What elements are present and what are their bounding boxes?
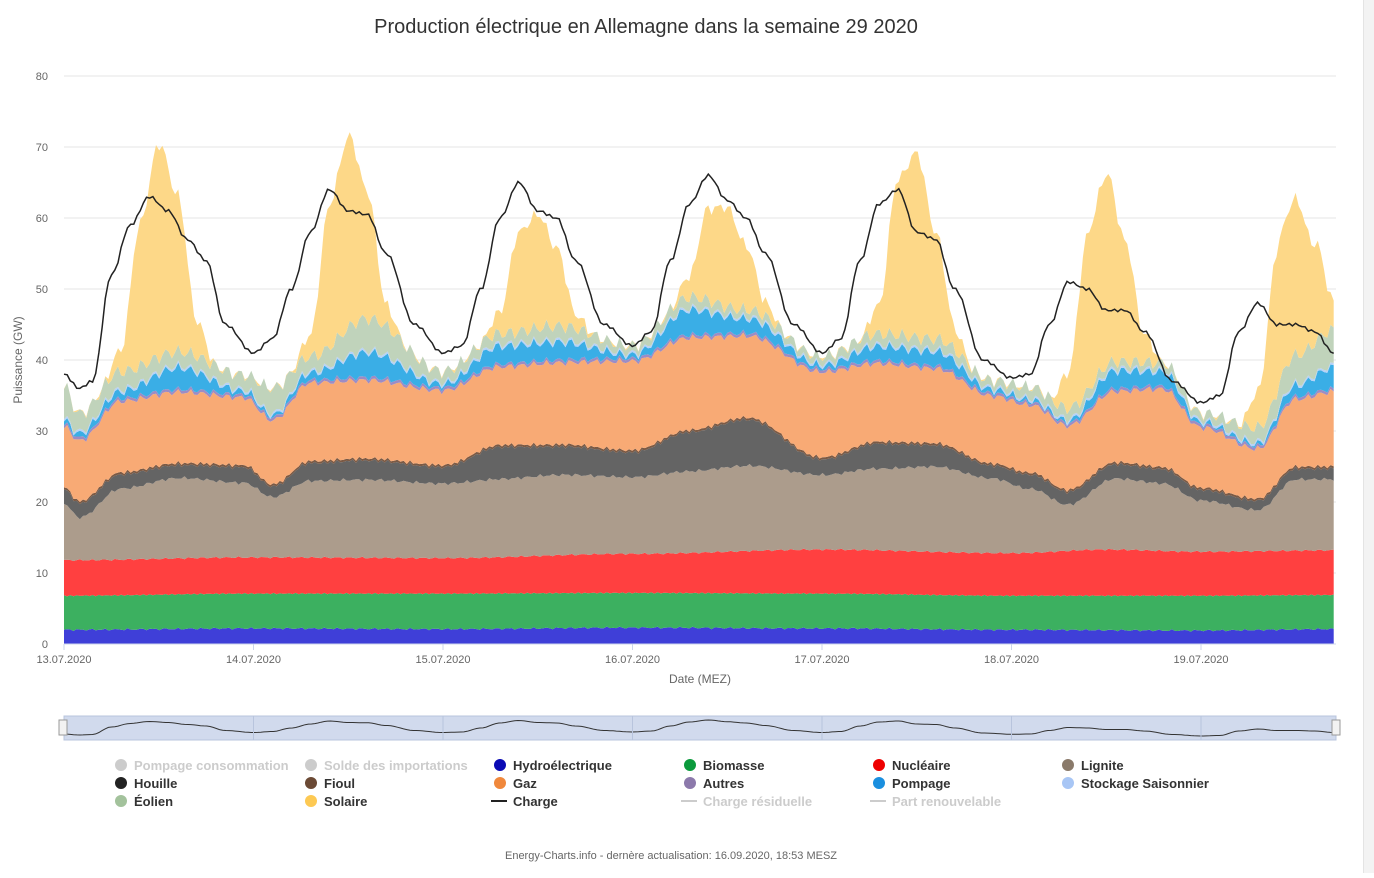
legend-dot-symbol	[494, 759, 506, 771]
area-stockage-saisonnier[interactable]	[64, 303, 1334, 447]
y-tick-label: 10	[36, 568, 48, 580]
area-nucleaire[interactable]	[64, 548, 1334, 597]
legend-dot-symbol	[305, 777, 317, 789]
legend-label: Pompage consommation	[134, 758, 289, 773]
legend-label: Solaire	[324, 794, 367, 809]
y-tick-label: 60	[36, 213, 48, 225]
legend-label: Part renouvelable	[892, 794, 1001, 809]
y-axis-title: Puissance (GW)	[11, 316, 25, 403]
legend-item[interactable]: Pompage	[873, 776, 951, 791]
legend-label: Fioul	[324, 776, 355, 791]
y-tick-label: 0	[42, 639, 48, 651]
legend-label: Hydroélectrique	[513, 758, 612, 773]
x-axis-title: Date (MEZ)	[669, 672, 731, 686]
x-tick-label: 16.07.2020	[605, 654, 660, 666]
legend-item[interactable]: Solaire	[305, 794, 367, 809]
x-tick-label: 19.07.2020	[1173, 654, 1228, 666]
legend-item[interactable]: Éolien	[115, 794, 173, 809]
area-gaz[interactable]	[64, 332, 1334, 503]
area-hydroelectrique[interactable]	[64, 626, 1334, 644]
legend-dot-symbol	[684, 759, 696, 771]
legend-dot-symbol	[873, 759, 885, 771]
axes: 0 10 20 30 40 50 60 70 80 13.07.2020 14.07.2020 15.…	[36, 71, 1336, 666]
legend-label: Solde des importations	[324, 758, 468, 773]
area-houille[interactable]	[64, 418, 1334, 520]
legend-label: Gaz	[513, 776, 537, 791]
x-tick-label: 17.07.2020	[794, 654, 849, 666]
legend: Pompage consommation Solde des importatio…	[115, 758, 1209, 809]
navigator-left-handle[interactable]	[58, 719, 68, 736]
legend-item[interactable]: Pompage consommation	[115, 758, 289, 773]
legend-item[interactable]: Hydroélectrique	[494, 758, 612, 773]
area-pompage[interactable]	[64, 305, 1334, 449]
legend-label: Pompage	[892, 776, 951, 791]
legend-item[interactable]: Part renouvelable	[870, 794, 1001, 809]
legend-item[interactable]: Nucléaire	[873, 758, 951, 773]
area-lignite[interactable]	[64, 464, 1334, 561]
legend-dot-symbol	[115, 777, 127, 789]
area-biomasse[interactable]	[64, 592, 1334, 632]
legend-item[interactable]: Charge résiduelle	[681, 794, 812, 809]
area-eolien[interactable]	[64, 291, 1334, 444]
y-tick-label: 20	[36, 497, 48, 509]
legend-item[interactable]: Autres	[684, 776, 744, 791]
legend-dot-symbol	[1062, 777, 1074, 789]
legend-label: Stockage Saisonnier	[1081, 776, 1209, 791]
navigator-mask[interactable]	[63, 715, 1337, 741]
page-scrollbar[interactable]	[1363, 0, 1374, 873]
y-tick-label: 70	[36, 142, 48, 154]
y-tick-label: 30	[36, 426, 48, 438]
legend-item[interactable]: Fioul	[305, 776, 355, 791]
chart-title: Production électrique en Allemagne dans …	[374, 16, 918, 38]
legend-item[interactable]: Stockage Saisonnier	[1062, 776, 1209, 791]
navigator-series	[63, 719, 1334, 737]
legend-label: Éolien	[134, 794, 173, 809]
legend-label: Lignite	[1081, 758, 1124, 773]
y-tick-label: 50	[36, 284, 48, 296]
area-solaire[interactable]	[64, 132, 1334, 432]
legend-dot-symbol	[873, 777, 885, 789]
legend-label: Nucléaire	[892, 758, 951, 773]
legend-dot-symbol	[115, 795, 127, 807]
legend-item[interactable]: Lignite	[1062, 758, 1124, 773]
legend-label: Charge	[513, 794, 558, 809]
legend-item[interactable]: Gaz	[494, 776, 537, 791]
y-tick-label: 80	[36, 71, 48, 83]
legend-dot-symbol	[305, 795, 317, 807]
x-tick-label: 14.07.2020	[226, 654, 281, 666]
navigator[interactable]	[58, 715, 1341, 741]
legend-item[interactable]: Charge	[491, 794, 558, 809]
legend-label: Houille	[134, 776, 177, 791]
x-tick-label: 18.07.2020	[984, 654, 1039, 666]
legend-item[interactable]: Solde des importations	[305, 758, 468, 773]
legend-dot-symbol	[684, 777, 696, 789]
x-tick-label: 15.07.2020	[415, 654, 470, 666]
legend-label: Autres	[703, 776, 744, 791]
y-tick-label: 40	[36, 355, 48, 367]
legend-label: Charge résiduelle	[703, 794, 812, 809]
stacked-areas	[64, 132, 1334, 644]
navigator-right-handle[interactable]	[1331, 719, 1341, 736]
legend-item[interactable]: Biomasse	[684, 758, 764, 773]
legend-dot-symbol	[115, 759, 127, 771]
legend-dot-symbol	[305, 759, 317, 771]
legend-dot-symbol	[494, 777, 506, 789]
legend-item[interactable]: Houille	[115, 776, 177, 791]
x-tick-label: 13.07.2020	[36, 654, 91, 666]
footer-credit: Energy-Charts.info - dernère actualisati…	[505, 850, 837, 862]
load-line-layer	[63, 172, 1335, 405]
legend-dot-symbol	[1062, 759, 1074, 771]
legend-label: Biomasse	[703, 758, 764, 773]
line-charge[interactable]	[63, 172, 1335, 405]
